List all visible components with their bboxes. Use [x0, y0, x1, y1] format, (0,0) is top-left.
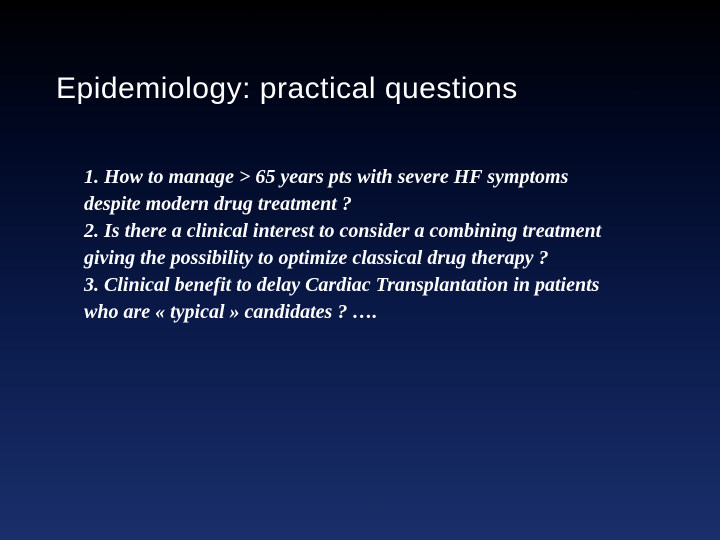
slide-container: Epidemiology: practical questions 1. How… — [0, 0, 720, 540]
question-1: 1. How to manage > 65 years pts with sev… — [84, 164, 624, 218]
question-2: 2. Is there a clinical interest to consi… — [84, 218, 624, 272]
question-3: 3. Clinical benefit to delay Cardiac Tra… — [84, 272, 624, 326]
slide-title: Epidemiology: practical questions — [56, 72, 664, 106]
slide-body: 1. How to manage > 65 years pts with sev… — [56, 164, 664, 326]
